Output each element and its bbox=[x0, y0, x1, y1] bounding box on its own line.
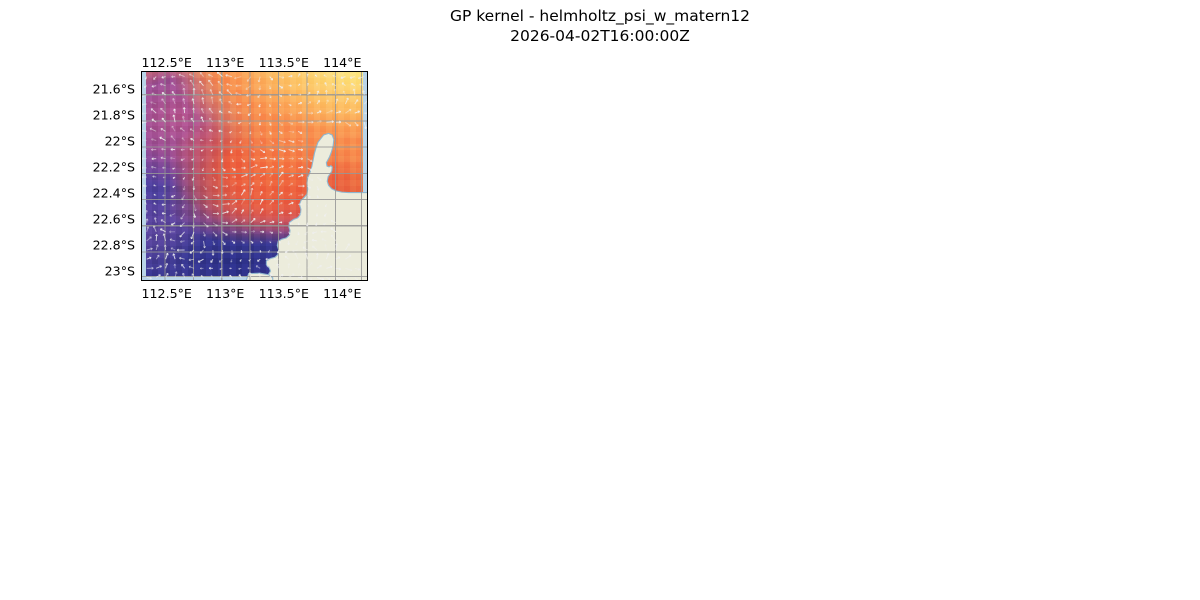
ytick-label: 22.6°S bbox=[92, 211, 135, 227]
xtick-label-top: 112.5°E bbox=[141, 55, 192, 70]
xtick-label-bottom: 114°E bbox=[323, 286, 362, 301]
ytick-label: 22.4°S bbox=[92, 185, 135, 201]
ytick-label: 22°S bbox=[104, 133, 135, 149]
xtick-label-bottom: 112.5°E bbox=[141, 286, 192, 301]
ytick-label: 22.8°S bbox=[92, 237, 135, 253]
xtick-label-top: 113°E bbox=[206, 55, 245, 70]
xtick-label-top: 114°E bbox=[323, 55, 362, 70]
figure-title: GP kernel - helmholtz_psi_w_matern12 bbox=[449, 7, 751, 25]
ytick-label: 21.8°S bbox=[92, 107, 135, 123]
xtick-label-bottom: 113°E bbox=[206, 286, 245, 301]
map-panel-0[interactable] bbox=[141, 71, 368, 281]
figure-subtitle: 2026-04-02T16:00:00Z bbox=[510, 27, 690, 45]
ytick-label: 21.6°S bbox=[92, 81, 135, 97]
ytick-label: 23°S bbox=[104, 263, 135, 279]
quiver-arrows bbox=[142, 72, 367, 280]
xtick-label-top: 113.5°E bbox=[258, 55, 309, 70]
xtick-label-bottom: 113.5°E bbox=[258, 286, 309, 301]
ytick-label: 22.2°S bbox=[92, 159, 135, 175]
